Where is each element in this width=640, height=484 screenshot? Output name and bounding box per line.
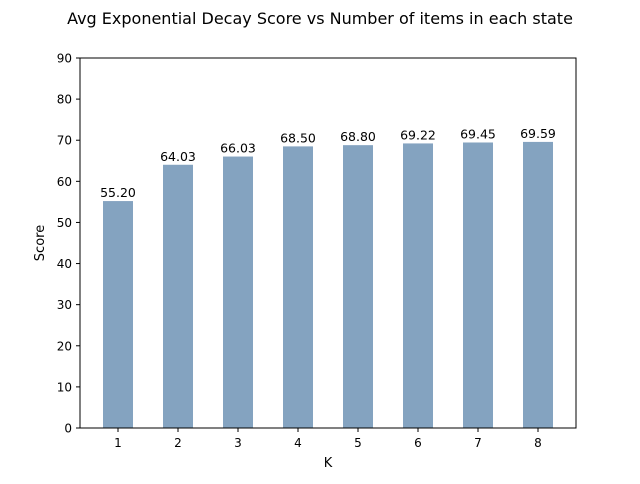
y-tick-label: 0 [64,422,72,436]
data-label-k-2: 64.03 [160,149,196,164]
x-tick-label: 7 [474,436,482,450]
y-tick-label: 10 [57,380,72,394]
y-tick-label: 80 [57,93,72,107]
bar-k-7 [463,142,493,428]
data-label-k-4: 68.50 [280,130,316,145]
x-tick-label: 2 [174,436,182,450]
data-label-k-1: 55.20 [100,185,136,200]
chart-title: Avg Exponential Decay Score vs Number of… [67,9,573,28]
x-axis-label: K [324,456,333,471]
y-tick-label: 60 [57,175,72,189]
y-tick-label: 30 [57,298,72,312]
data-label-k-6: 69.22 [400,127,436,142]
bars-group [103,141,553,428]
bar-k-8 [523,141,553,428]
data-labels-group: 55.20 64.03 66.03 68.50 68.80 69.22 69.45 69.59 [100,126,556,200]
x-tick-label: 4 [294,436,302,450]
x-tick-label: 8 [534,436,542,450]
bar-k-2 [163,164,193,428]
plot-frame [79,57,577,429]
y-tick-label: 40 [57,257,72,271]
x-tick-label: 6 [414,436,422,450]
y-tick-label: 50 [57,216,72,230]
y-tick-label: 70 [57,134,72,148]
data-label-k-8: 69.59 [520,126,556,141]
x-tick-label: 1 [114,436,122,450]
y-axis-label: Score [33,225,48,261]
bar-k-1 [103,201,133,428]
data-label-k-3: 66.03 [220,141,256,156]
y-tick-label: 20 [57,339,72,353]
bar-k-5 [343,145,373,428]
bar-k-6 [403,143,433,428]
data-label-k-7: 69.45 [460,126,496,141]
y-tick-label: 90 [57,52,72,66]
x-tick-label: 3 [234,436,242,450]
x-tick-label: 5 [354,436,362,450]
bar-k-3 [223,156,253,428]
axis-ticks: 0 10 20 30 40 50 60 70 80 90 1 2 3 4 5 6 7 8 [57,52,542,451]
data-label-k-5: 68.80 [340,129,376,144]
bar-k-4 [283,146,313,428]
